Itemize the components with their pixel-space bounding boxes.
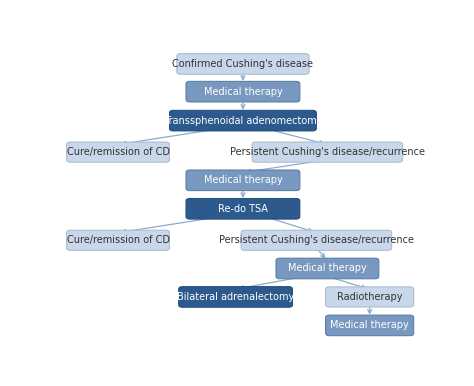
Text: Persistent Cushing's disease/recurrence: Persistent Cushing's disease/recurrence — [230, 147, 425, 157]
FancyBboxPatch shape — [252, 142, 403, 162]
Text: Confirmed Cushing's disease: Confirmed Cushing's disease — [173, 59, 313, 69]
Text: Medical therapy: Medical therapy — [288, 264, 367, 273]
Text: Persistent Cushing's disease/recurrence: Persistent Cushing's disease/recurrence — [219, 235, 414, 245]
Text: Cure/remission of CD: Cure/remission of CD — [66, 235, 170, 245]
Text: Radiotherapy: Radiotherapy — [337, 292, 402, 302]
FancyBboxPatch shape — [66, 230, 170, 251]
FancyBboxPatch shape — [169, 110, 316, 131]
FancyBboxPatch shape — [66, 142, 170, 162]
Text: Transsphenoidal adenomectomy: Transsphenoidal adenomectomy — [164, 116, 322, 125]
FancyBboxPatch shape — [241, 230, 392, 251]
FancyBboxPatch shape — [186, 198, 300, 219]
Text: Medical therapy: Medical therapy — [330, 320, 409, 330]
Text: Bilateral adrenalectomy: Bilateral adrenalectomy — [177, 292, 294, 302]
FancyBboxPatch shape — [326, 315, 414, 336]
FancyBboxPatch shape — [179, 287, 292, 307]
Text: Medical therapy: Medical therapy — [203, 175, 283, 185]
FancyBboxPatch shape — [177, 54, 309, 74]
Text: Re-do TSA: Re-do TSA — [218, 204, 268, 214]
Text: Medical therapy: Medical therapy — [203, 87, 283, 96]
FancyBboxPatch shape — [276, 258, 379, 279]
FancyBboxPatch shape — [186, 81, 300, 102]
Text: Cure/remission of CD: Cure/remission of CD — [66, 147, 170, 157]
FancyBboxPatch shape — [186, 170, 300, 191]
FancyBboxPatch shape — [326, 287, 414, 307]
